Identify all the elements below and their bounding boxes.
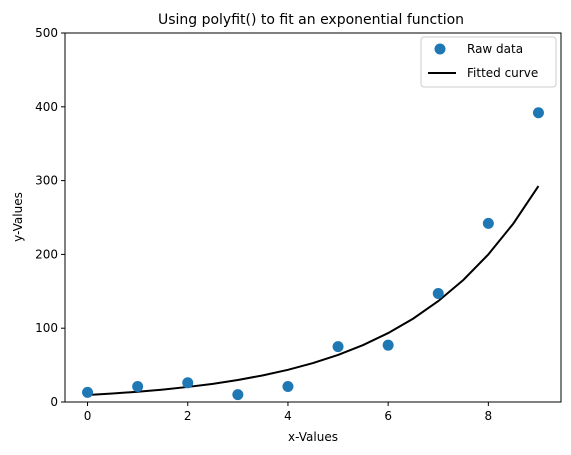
- fitted-curve-layer: [87, 185, 540, 396]
- y-tick-label: 500: [35, 26, 58, 40]
- legend-label-raw-data: Raw data: [467, 42, 523, 56]
- raw-data-point: [532, 107, 544, 119]
- y-tick-label: 400: [35, 100, 58, 114]
- y-tick-label: 0: [50, 395, 58, 409]
- x-tick-label: 8: [485, 409, 493, 423]
- fitted-curve-line: [87, 185, 540, 396]
- x-tick-label: 2: [184, 409, 192, 423]
- x-tick-label: 6: [384, 409, 392, 423]
- raw-data-point: [232, 389, 244, 401]
- chart-title: Using polyfit() to fit an exponential fu…: [158, 12, 464, 28]
- raw-data-point: [482, 217, 494, 229]
- legend-box: [420, 36, 557, 88]
- raw-data-point: [182, 377, 194, 389]
- raw-data-point: [132, 381, 144, 393]
- raw-data-point: [332, 341, 344, 353]
- y-axis-ticks: 0 100 200 300 400 500: [35, 26, 65, 409]
- x-axis-ticks: 0 2 4 6 8: [84, 402, 492, 423]
- legend-label-fitted-curve: Fitted curve: [467, 66, 538, 80]
- y-axis-label: y-Values: [11, 192, 25, 242]
- raw-data-point: [382, 339, 394, 351]
- x-tick-label: 0: [84, 409, 92, 423]
- x-tick-label: 4: [284, 409, 292, 423]
- legend: Raw data Fitted curve: [420, 36, 557, 88]
- raw-data-point: [282, 381, 294, 393]
- raw-data-point: [432, 288, 444, 300]
- y-tick-label: 300: [35, 174, 58, 188]
- raw-data-layer: [82, 107, 544, 401]
- y-tick-label: 200: [35, 247, 58, 261]
- raw-data-point: [82, 386, 94, 398]
- x-axis-label: x-Values: [288, 430, 338, 444]
- y-tick-label: 100: [35, 321, 58, 335]
- legend-marker-raw-data: [434, 43, 446, 55]
- plot-area: [64, 32, 562, 403]
